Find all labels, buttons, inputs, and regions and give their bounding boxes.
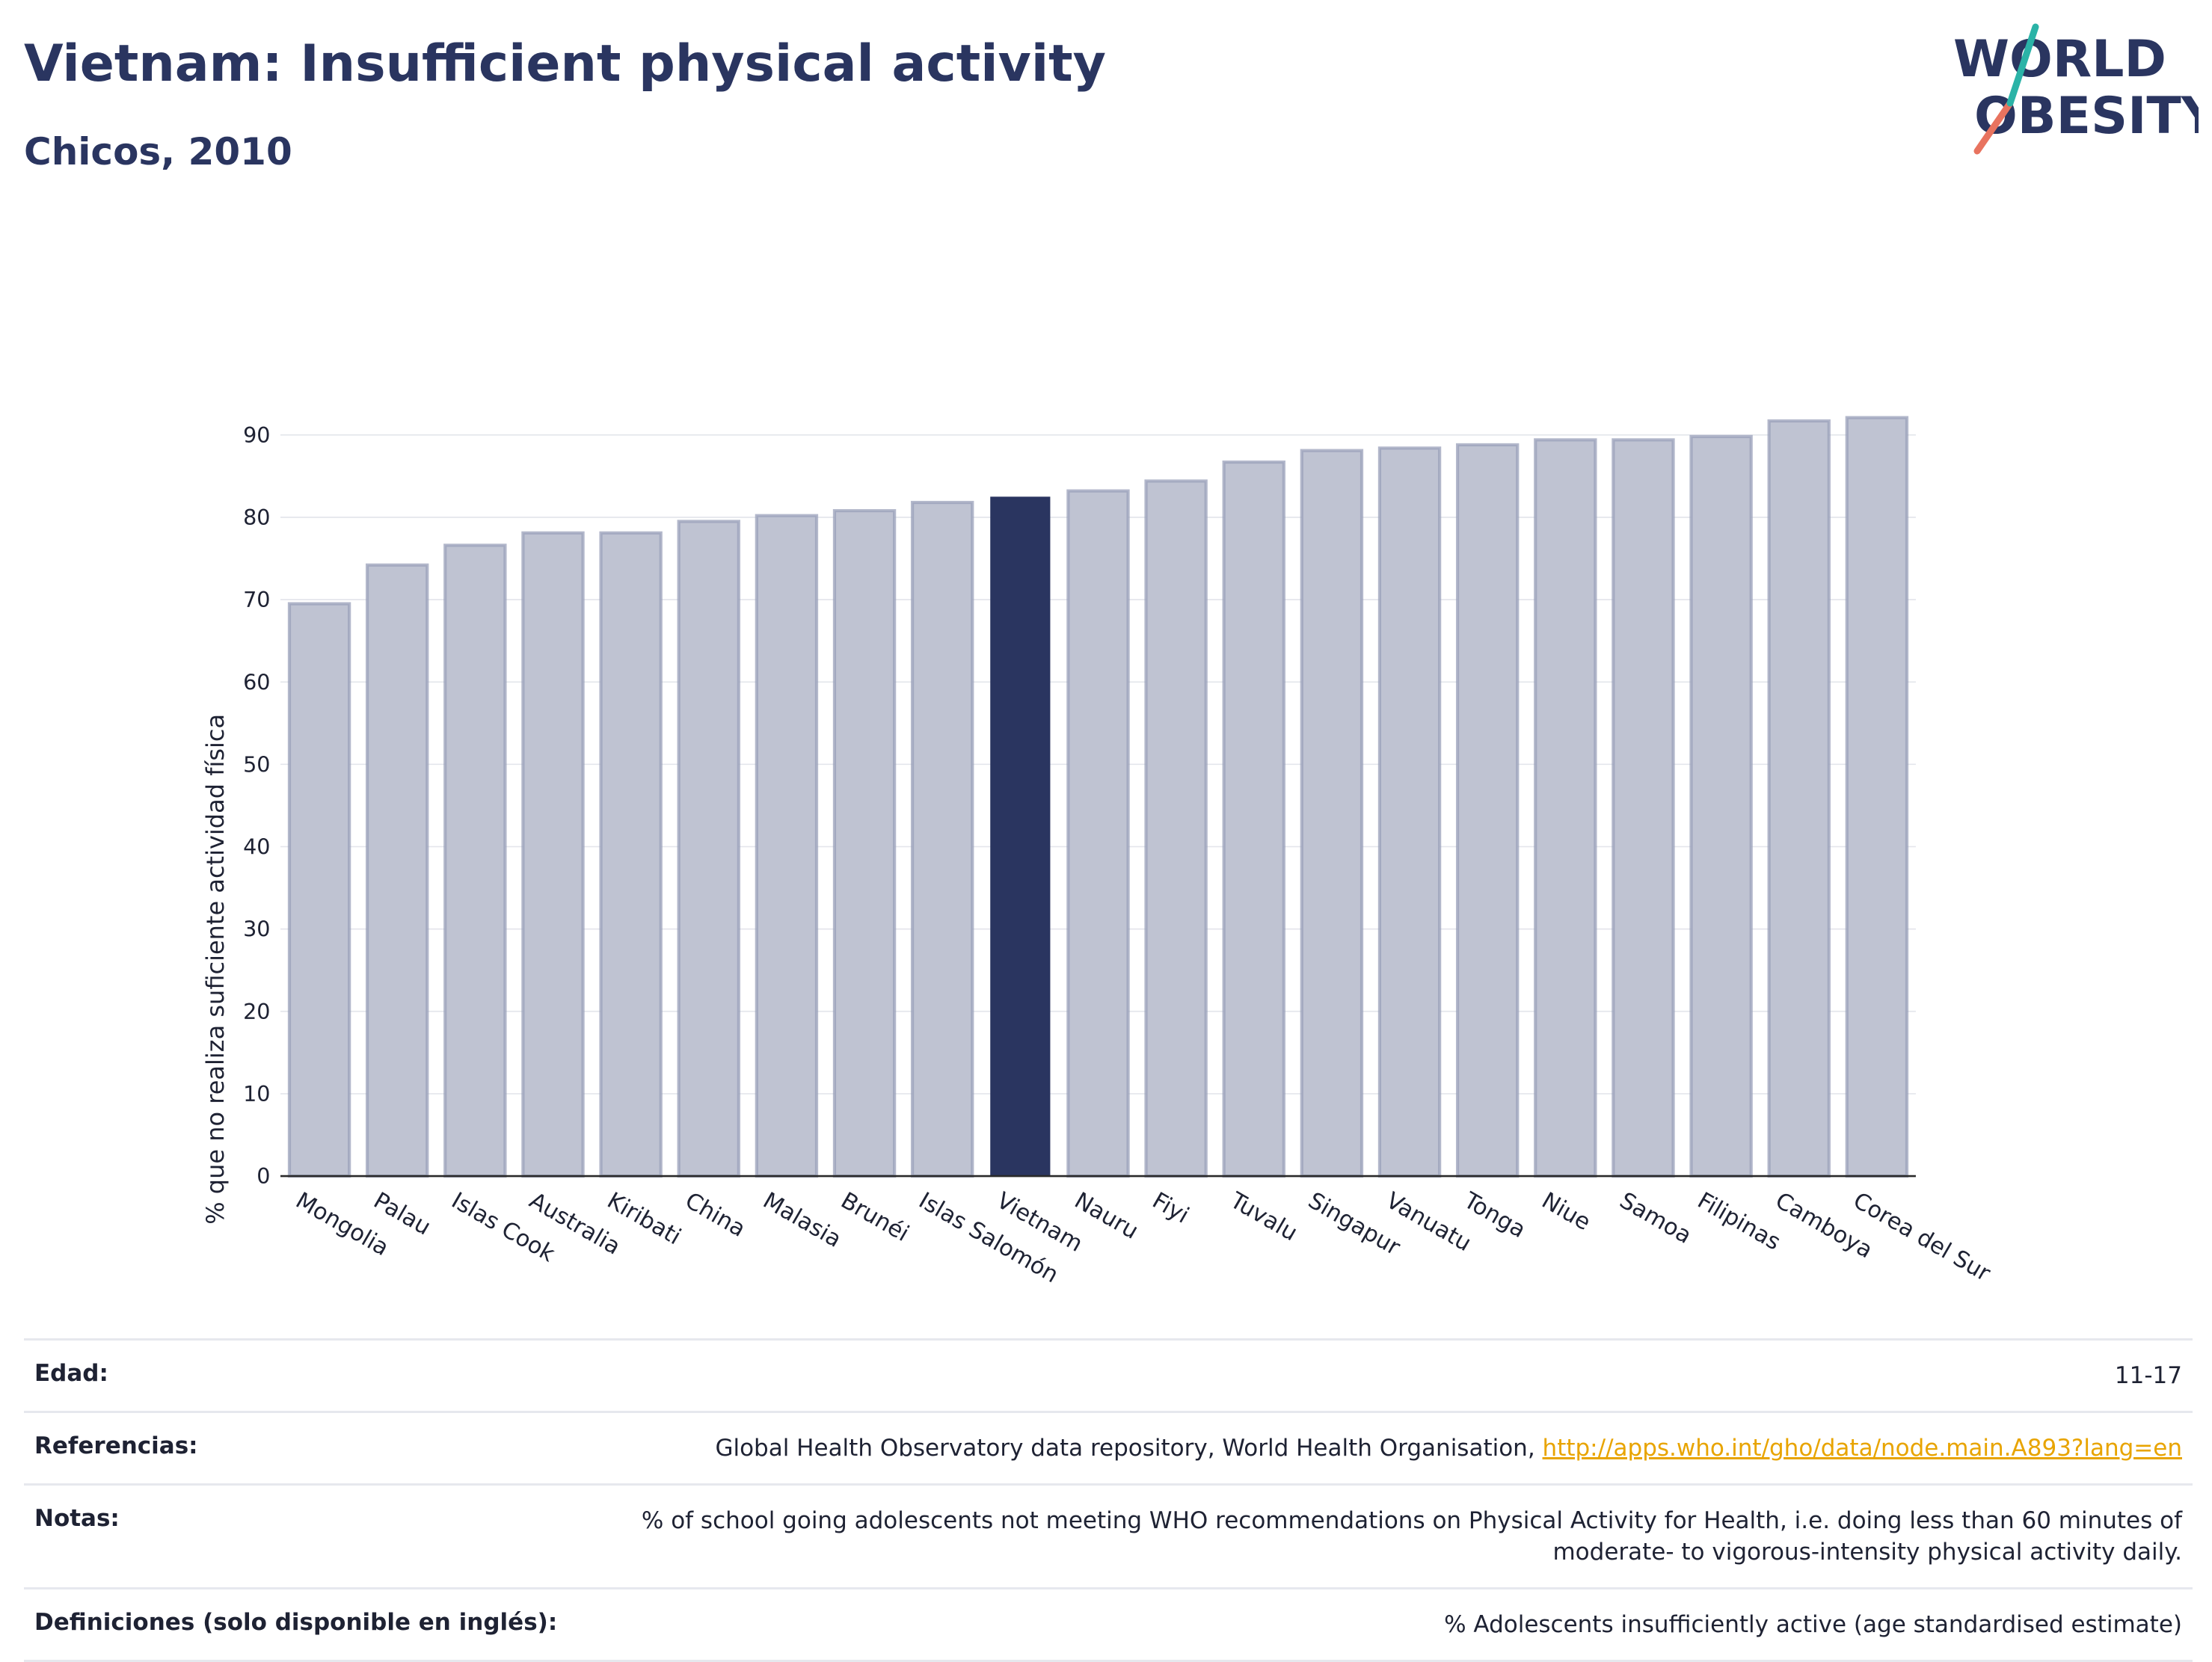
y-tick-label: 70 [243, 587, 270, 612]
bar-tonga [1455, 443, 1520, 1178]
y-tick-label: 60 [243, 669, 270, 695]
y-axis-title: % que no realiza suficiente actividad fí… [201, 714, 230, 1225]
bar-palau [366, 563, 429, 1178]
logo-line1: WORLD [1953, 30, 2166, 89]
bar-camboya [1767, 419, 1831, 1178]
y-tick-label: 0 [256, 1163, 270, 1189]
references-text: Global Health Observatory data repositor… [715, 1435, 1543, 1462]
logo-slash-teal [2006, 23, 2039, 107]
y-tick-label: 30 [243, 917, 270, 942]
meta-row-definitions: Definiciones (solo disponible en inglés)… [24, 1587, 2193, 1662]
meta-value-notes: % of school going adolescents not meetin… [641, 1507, 2182, 1566]
bar-islas-cook [443, 544, 507, 1178]
bar-malasia [755, 514, 819, 1178]
bar-samoa [1612, 438, 1675, 1178]
x-tick-label: Fiyi [1148, 1187, 1193, 1228]
meta-row-references: Referencias: Global Health Observatory d… [24, 1411, 2193, 1483]
bars [287, 416, 1909, 1178]
bar-filipinas [1689, 434, 1753, 1178]
y-tick-label: 90 [243, 422, 270, 448]
meta-label-definitions: Definiciones (solo disponible en inglés)… [34, 1609, 558, 1636]
bar-vanuatu [1377, 446, 1442, 1178]
y-axis-ticks: 0 10 20 30 40 50 60 70 80 90 [243, 422, 270, 1189]
bar-vietnam [990, 496, 1051, 1177]
metadata-table: Edad: 11-17 Referencias: Global Health O… [24, 1338, 2193, 1662]
x-tick-label: Malasia [758, 1187, 846, 1253]
meta-row-notes: Notas: % of school going adolescents not… [24, 1483, 2193, 1587]
y-tick-label: 50 [243, 751, 270, 777]
y-tick-label: 80 [243, 505, 270, 530]
logo-slash-coral [1973, 99, 2014, 155]
meta-value-references: Global Health Observatory data repositor… [715, 1432, 2182, 1464]
bar-mongolia [287, 602, 351, 1178]
x-tick-label: China [681, 1187, 749, 1243]
y-tick-label: 10 [243, 1081, 270, 1107]
chart-title: Vietnam: Insufficient physical activity [24, 34, 1106, 93]
x-tick-label: Filipinas [1693, 1187, 1785, 1255]
bar-australia [521, 531, 585, 1178]
chart-subtitle: Chicos, 2010 [24, 130, 292, 173]
world-obesity-logo: WORLD OBESITY [1953, 23, 2199, 155]
bar-china [677, 520, 740, 1178]
bar-kiribati [599, 531, 663, 1178]
meta-label-age: Edad: [34, 1360, 108, 1387]
meta-value-age: 11-17 [2114, 1362, 2182, 1389]
bar-nauru [1066, 489, 1130, 1178]
bar-brun-i [832, 508, 897, 1178]
meta-value-definitions: % Adolescents insufficiently active (age… [1444, 1611, 2182, 1638]
meta-label-notes: Notas: [34, 1505, 120, 1532]
bar-corea-del-sur [1845, 416, 1909, 1178]
meta-label-references: Referencias: [34, 1432, 198, 1459]
bar-fiyi [1144, 479, 1208, 1178]
y-tick-label: 40 [243, 834, 270, 860]
bar-singapur [1300, 449, 1364, 1178]
references-link[interactable]: http://apps.who.int/gho/data/node.main.A… [1542, 1435, 2182, 1462]
bar-islas-salom-n [910, 500, 974, 1178]
bar-tuvalu [1222, 460, 1285, 1178]
x-tick-label: Niue [1537, 1187, 1595, 1236]
x-tick-label: Tuvalu [1225, 1187, 1302, 1246]
x-tick-label: Brunéi [836, 1187, 913, 1247]
bar-niue [1534, 438, 1597, 1178]
x-tick-label: Samoa [1615, 1187, 1696, 1249]
meta-row-age: Edad: 11-17 [24, 1338, 2193, 1411]
y-tick-label: 20 [243, 999, 270, 1024]
